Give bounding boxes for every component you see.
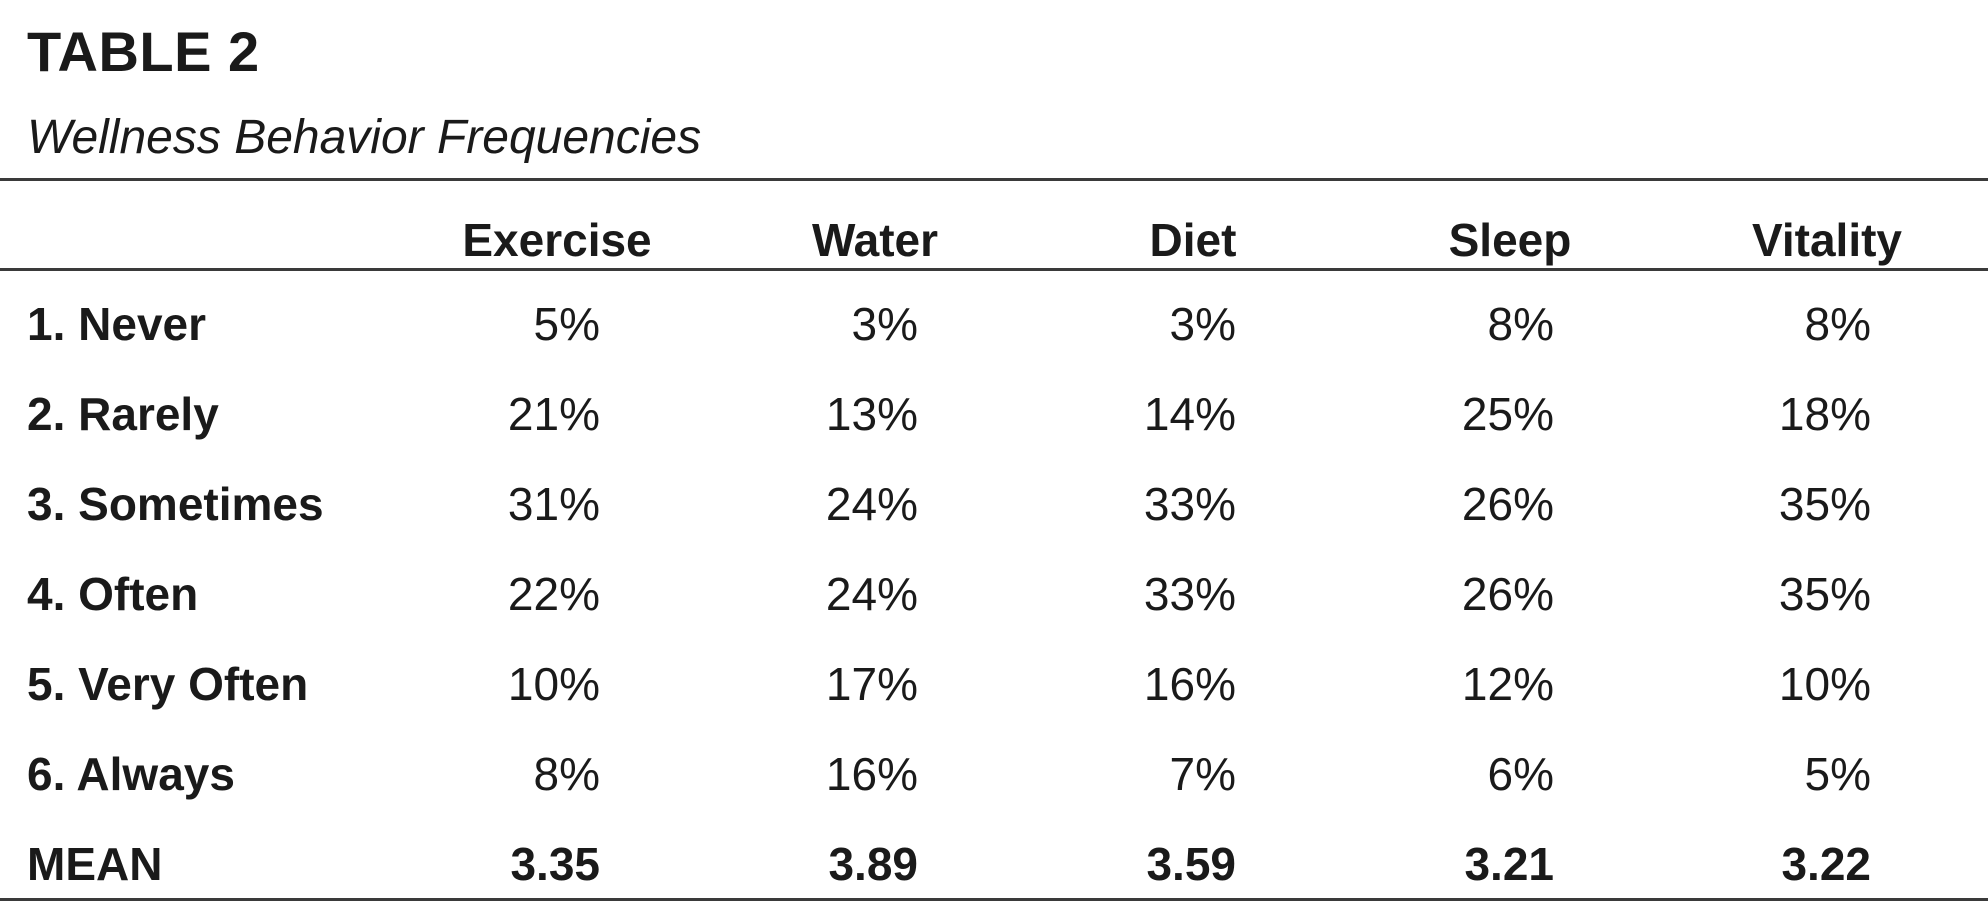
mean-cell: 3.89 bbox=[828, 838, 918, 890]
table-cell: 35% bbox=[1778, 568, 1871, 620]
table-cell: 24% bbox=[825, 568, 918, 620]
table-cell: 13% bbox=[825, 388, 918, 440]
mean-label: MEAN bbox=[27, 838, 163, 890]
table-cell: 3% bbox=[1169, 298, 1236, 350]
table-cell: 12% bbox=[1461, 658, 1554, 710]
table-cell: 17% bbox=[825, 658, 918, 710]
table-cell: 8% bbox=[1804, 298, 1871, 350]
table-row: 4. Often 22% 24% 33% 26% 35% bbox=[0, 554, 1988, 634]
row-label: 5. Very Often bbox=[27, 658, 309, 710]
table-cell: 10% bbox=[507, 658, 600, 710]
table-cell: 33% bbox=[1143, 568, 1236, 620]
mean-cell: 3.22 bbox=[1781, 838, 1871, 890]
table-cell: 16% bbox=[825, 748, 918, 800]
row-label: 1. Never bbox=[27, 298, 207, 350]
row-label: 3. Sometimes bbox=[27, 478, 324, 530]
table-cell: 35% bbox=[1778, 478, 1871, 530]
table-row: 5. Very Often 10% 17% 16% 12% 10% bbox=[0, 644, 1988, 724]
column-header-diet: Diet bbox=[1149, 214, 1237, 266]
table-cell: 8% bbox=[533, 748, 600, 800]
table-cell: 8% bbox=[1487, 298, 1554, 350]
table-row: 1. Never 5% 3% 3% 8% 8% bbox=[0, 284, 1988, 364]
table-cell: 31% bbox=[507, 478, 600, 530]
table-row: 2. Rarely 21% 13% 14% 25% 18% bbox=[0, 374, 1988, 454]
table-row: 6. Always 8% 16% 7% 6% 5% bbox=[0, 734, 1988, 814]
mean-cell: 3.35 bbox=[510, 838, 600, 890]
table-cell: 26% bbox=[1461, 478, 1554, 530]
row-label: 4. Often bbox=[27, 568, 199, 620]
mean-cell: 3.59 bbox=[1146, 838, 1236, 890]
column-header-vitality: Vitality bbox=[1752, 214, 1902, 266]
top-rule bbox=[0, 178, 1988, 181]
table-cell: 22% bbox=[507, 568, 600, 620]
table-header-row: Exercise Water Diet Sleep Vitality bbox=[0, 200, 1988, 280]
table-cell: 24% bbox=[825, 478, 918, 530]
table-cell: 5% bbox=[1804, 748, 1871, 800]
bottom-rule bbox=[0, 898, 1988, 901]
table-cell: 14% bbox=[1143, 388, 1236, 440]
header-rule bbox=[0, 268, 1988, 271]
table-cell: 25% bbox=[1461, 388, 1554, 440]
table-label: TABLE 2 bbox=[27, 20, 260, 83]
table-cell: 18% bbox=[1778, 388, 1871, 440]
mean-cell: 3.21 bbox=[1464, 838, 1554, 890]
column-header-exercise: Exercise bbox=[462, 214, 652, 266]
table-caption: Wellness Behavior Frequencies bbox=[27, 111, 702, 164]
table-cell: 10% bbox=[1778, 658, 1871, 710]
table-cell: 21% bbox=[507, 388, 600, 440]
row-label: 2. Rarely bbox=[27, 388, 219, 440]
table-cell: 6% bbox=[1487, 748, 1554, 800]
table-cell: 3% bbox=[851, 298, 918, 350]
table-cell: 7% bbox=[1169, 748, 1236, 800]
table-cell: 33% bbox=[1143, 478, 1236, 530]
table-cell: 16% bbox=[1143, 658, 1236, 710]
table-row: 3. Sometimes 31% 24% 33% 26% 35% bbox=[0, 464, 1988, 544]
table-cell: 5% bbox=[533, 298, 600, 350]
table-cell: 26% bbox=[1461, 568, 1554, 620]
row-label: 6. Always bbox=[27, 748, 235, 800]
column-header-water: Water bbox=[811, 214, 939, 266]
column-header-sleep: Sleep bbox=[1448, 214, 1572, 266]
mean-row: MEAN 3.35 3.89 3.59 3.21 3.22 bbox=[0, 824, 1988, 904]
